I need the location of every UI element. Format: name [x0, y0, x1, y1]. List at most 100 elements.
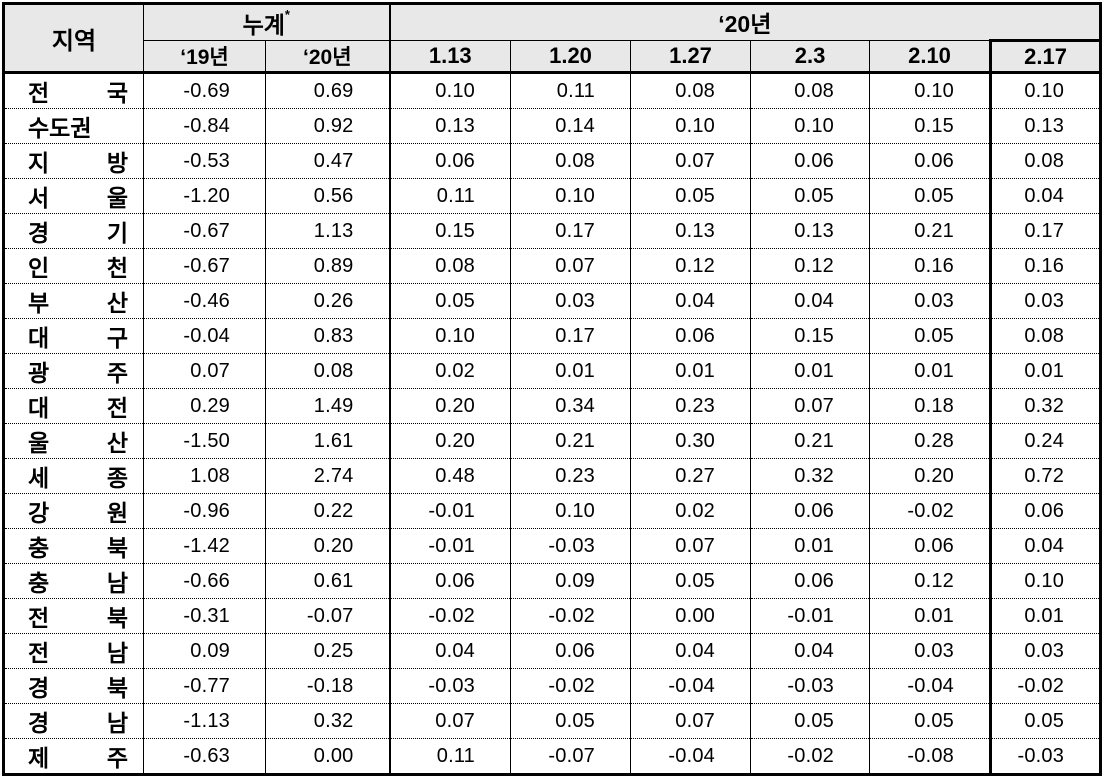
- region-name-cell: 세 종: [3, 458, 144, 494]
- weekly-value-2-3: -0.02: [750, 738, 870, 775]
- weekly-value-1-13: 0.10: [388, 318, 511, 354]
- weekly-value-2-17: 0.17: [989, 213, 1103, 249]
- cumulative-2020-value: 0.83: [264, 318, 390, 354]
- cumulative-2019-value: 0.07: [143, 353, 266, 389]
- weekly-value-2-3: 0.04: [750, 633, 870, 669]
- cumulative-2019-value: -0.69: [143, 71, 266, 109]
- region-name-cell: 대 전: [3, 388, 144, 424]
- column-header-region: 지역: [3, 3, 144, 74]
- weekly-value-2-10: 0.03: [869, 633, 991, 669]
- weekly-value-1-27: 0.08: [630, 71, 751, 109]
- weekly-value-2-3: 0.04: [750, 283, 870, 319]
- cumulative-2019-value: -1.20: [143, 178, 266, 214]
- region-name-cell: 지 방: [3, 143, 144, 179]
- weekly-value-2-17: 0.04: [989, 528, 1103, 564]
- cumulative-2020-value: 0.61: [264, 563, 390, 599]
- table-row: 지 방 -0.53 0.47 0.06 0.08 0.07 0.06 0.06 …: [3, 143, 1103, 179]
- cumulative-2019-value: -0.63: [143, 738, 266, 775]
- region-name-cell: 강 원: [3, 493, 144, 529]
- weekly-value-1-13: 0.05: [388, 283, 511, 319]
- cumulative-2019-value: -0.04: [143, 318, 266, 354]
- cumulative-2019-value: -0.67: [143, 248, 266, 284]
- region-name: 수도권: [28, 115, 92, 141]
- region-name: 전 남: [28, 640, 128, 666]
- weekly-value-1-27: 0.04: [630, 633, 751, 669]
- table-row: 울 산 -1.50 1.61 0.20 0.21 0.30 0.21 0.28 …: [3, 423, 1103, 459]
- weekly-value-1-20: 0.14: [510, 108, 631, 144]
- weekly-value-1-27: 0.01: [630, 353, 751, 389]
- region-name: 대 구: [28, 325, 128, 351]
- weekly-value-1-13: 0.04: [388, 633, 511, 669]
- column-header-year-20: ‘20년: [264, 40, 391, 74]
- weekly-value-2-10: -0.02: [869, 493, 991, 529]
- weekly-value-2-17: 0.72: [989, 458, 1103, 494]
- region-name-cell: 전 남: [3, 633, 144, 669]
- weekly-value-2-17: 0.32: [989, 388, 1103, 424]
- cumulative-2020-value: -0.18: [264, 668, 390, 704]
- weekly-value-1-20: 0.05: [510, 703, 631, 739]
- weekly-value-2-17: 0.08: [989, 143, 1103, 179]
- column-header-date-1-27: 1.27: [630, 40, 752, 74]
- weekly-value-2-17: -0.02: [989, 668, 1103, 704]
- weekly-value-1-20: 0.11: [510, 71, 631, 109]
- weekly-value-1-13: 0.15: [388, 213, 511, 249]
- weekly-value-2-10: 0.28: [869, 423, 991, 459]
- weekly-value-2-3: 0.21: [750, 423, 870, 459]
- weekly-value-1-20: -0.07: [510, 738, 631, 775]
- table-row: 제 주 -0.63 0.00 0.11 -0.07 -0.04 -0.02 -0…: [3, 738, 1103, 775]
- weekly-value-1-27: 0.07: [630, 143, 751, 179]
- weekly-value-2-17: 0.01: [989, 598, 1103, 634]
- weekly-value-1-27: 0.05: [630, 178, 751, 214]
- cumulative-2020-value: 0.56: [264, 178, 390, 214]
- cumulative-2020-value: 1.49: [264, 388, 390, 424]
- weekly-value-1-13: 0.11: [388, 178, 511, 214]
- header-row-sub: ‘19년 ‘20년 1.13 1.20 1.27 2.3 2.10 2.17: [4, 39, 1103, 74]
- weekly-value-1-20: 0.17: [510, 213, 631, 249]
- weekly-value-1-20: 0.17: [510, 318, 631, 354]
- weekly-value-2-10: 0.18: [869, 388, 991, 424]
- region-name-cell: 전 국: [3, 71, 144, 109]
- cumulative-2020-value: 0.22: [264, 493, 390, 529]
- weekly-value-2-3: -0.03: [750, 668, 870, 704]
- cumulative-2019-value: -0.53: [143, 143, 266, 179]
- weekly-value-2-10: 0.10: [869, 71, 991, 109]
- cumulative-2020-value: 2.74: [264, 458, 390, 494]
- table-row: 경 북 -0.77 -0.18 -0.03 -0.02 -0.04 -0.03 …: [3, 668, 1103, 704]
- cumulative-2020-value: 1.61: [264, 423, 390, 459]
- weekly-value-2-17: 0.10: [989, 71, 1103, 109]
- table-row: 광 주 0.07 0.08 0.02 0.01 0.01 0.01 0.01 0…: [3, 353, 1103, 389]
- weekly-value-2-10: 0.05: [869, 178, 991, 214]
- cumulative-2020-value: 0.25: [264, 633, 390, 669]
- weekly-value-1-13: 0.48: [388, 458, 511, 494]
- weekly-value-1-27: 0.13: [630, 213, 751, 249]
- weekly-value-1-13: -0.02: [388, 598, 511, 634]
- cumulative-2020-value: -0.07: [264, 598, 390, 634]
- region-name-cell: 경 기: [3, 213, 144, 249]
- weekly-value-2-10: 0.15: [869, 108, 991, 144]
- region-name: 인 천: [28, 255, 128, 281]
- region-name-cell: 부 산: [3, 283, 144, 319]
- column-group-year-2020: ‘20년: [388, 3, 1102, 41]
- weekly-value-1-27: 0.12: [630, 248, 751, 284]
- table-row: 경 기 -0.67 1.13 0.15 0.17 0.13 0.13 0.21 …: [3, 213, 1103, 249]
- region-name: 강 원: [28, 500, 128, 526]
- weekly-value-2-17: 0.01: [989, 353, 1103, 389]
- region-name-cell: 경 북: [3, 668, 144, 704]
- weekly-value-2-10: 0.01: [869, 598, 991, 634]
- column-header-date-2-10: 2.10: [869, 40, 992, 74]
- region-name: 제 주: [28, 745, 128, 771]
- weekly-value-1-27: -0.04: [630, 738, 751, 775]
- weekly-value-2-17: 0.10: [989, 563, 1103, 599]
- weekly-value-2-17: 0.05: [989, 703, 1103, 739]
- cumulative-2019-value: -0.96: [143, 493, 266, 529]
- weekly-value-1-27: 0.07: [630, 703, 751, 739]
- weekly-value-1-13: 0.20: [388, 423, 511, 459]
- weekly-value-1-13: 0.13: [388, 108, 511, 144]
- cumulative-2019-value: -1.13: [143, 703, 266, 739]
- region-name: 경 기: [28, 220, 128, 246]
- region-name: 서 울: [28, 185, 128, 211]
- cumulative-2019-value: 0.29: [143, 388, 266, 424]
- weekly-value-1-27: 0.07: [630, 528, 751, 564]
- weekly-value-2-3: 0.32: [750, 458, 870, 494]
